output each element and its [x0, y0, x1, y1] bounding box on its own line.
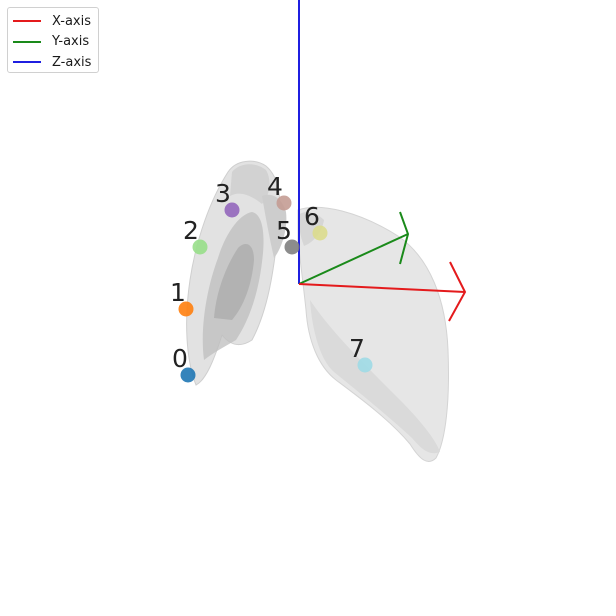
landmark-point-6: [312, 225, 328, 241]
y-axis-arrowhead: [399, 211, 410, 265]
legend-item-x-axis: X-axis: [13, 11, 98, 32]
legend-label-x-axis: X-axis: [52, 13, 91, 29]
landmark-label-3: 3: [215, 179, 231, 208]
legend-swatch-z-axis: [13, 61, 41, 64]
landmark-label-4: 4: [267, 172, 283, 201]
right-lung-mesh: [297, 206, 449, 462]
landmark-point-1: [178, 301, 194, 317]
legend: X-axis Y-axis Z-axis: [7, 7, 99, 73]
landmark-label-1: 1: [170, 278, 186, 307]
y-axis-line: [298, 233, 409, 285]
coordinate-axes: [298, 0, 467, 322]
legend-item-z-axis: Z-axis: [13, 52, 98, 73]
x-axis-line: [298, 283, 466, 293]
landmark-label-6: 6: [304, 202, 320, 231]
landmark-label-5: 5: [276, 216, 292, 245]
left-lung-mesh: [186, 160, 287, 386]
landmark-points: 0 1 23 4 5 6 7: [170, 172, 373, 383]
landmark-point-2: [192, 239, 208, 255]
legend-label-z-axis: Z-axis: [52, 54, 92, 70]
landmark-point-3: [224, 202, 240, 218]
x-axis-arrowhead: [448, 261, 467, 322]
landmark-label-7: 7: [349, 334, 365, 363]
legend-label-y-axis: Y-axis: [52, 34, 90, 50]
legend-item-y-axis: Y-axis: [13, 32, 98, 53]
landmark-point-7: [357, 357, 373, 373]
landmark-point-0: [180, 367, 196, 383]
landmark-point-5: [284, 239, 300, 255]
landmark-point-4: [276, 195, 292, 211]
legend-swatch-x-axis: [13, 20, 41, 23]
legend-swatch-y-axis: [13, 40, 41, 43]
landmark-label-0: 0: [172, 344, 188, 373]
landmark-label-2: 2: [183, 216, 199, 245]
